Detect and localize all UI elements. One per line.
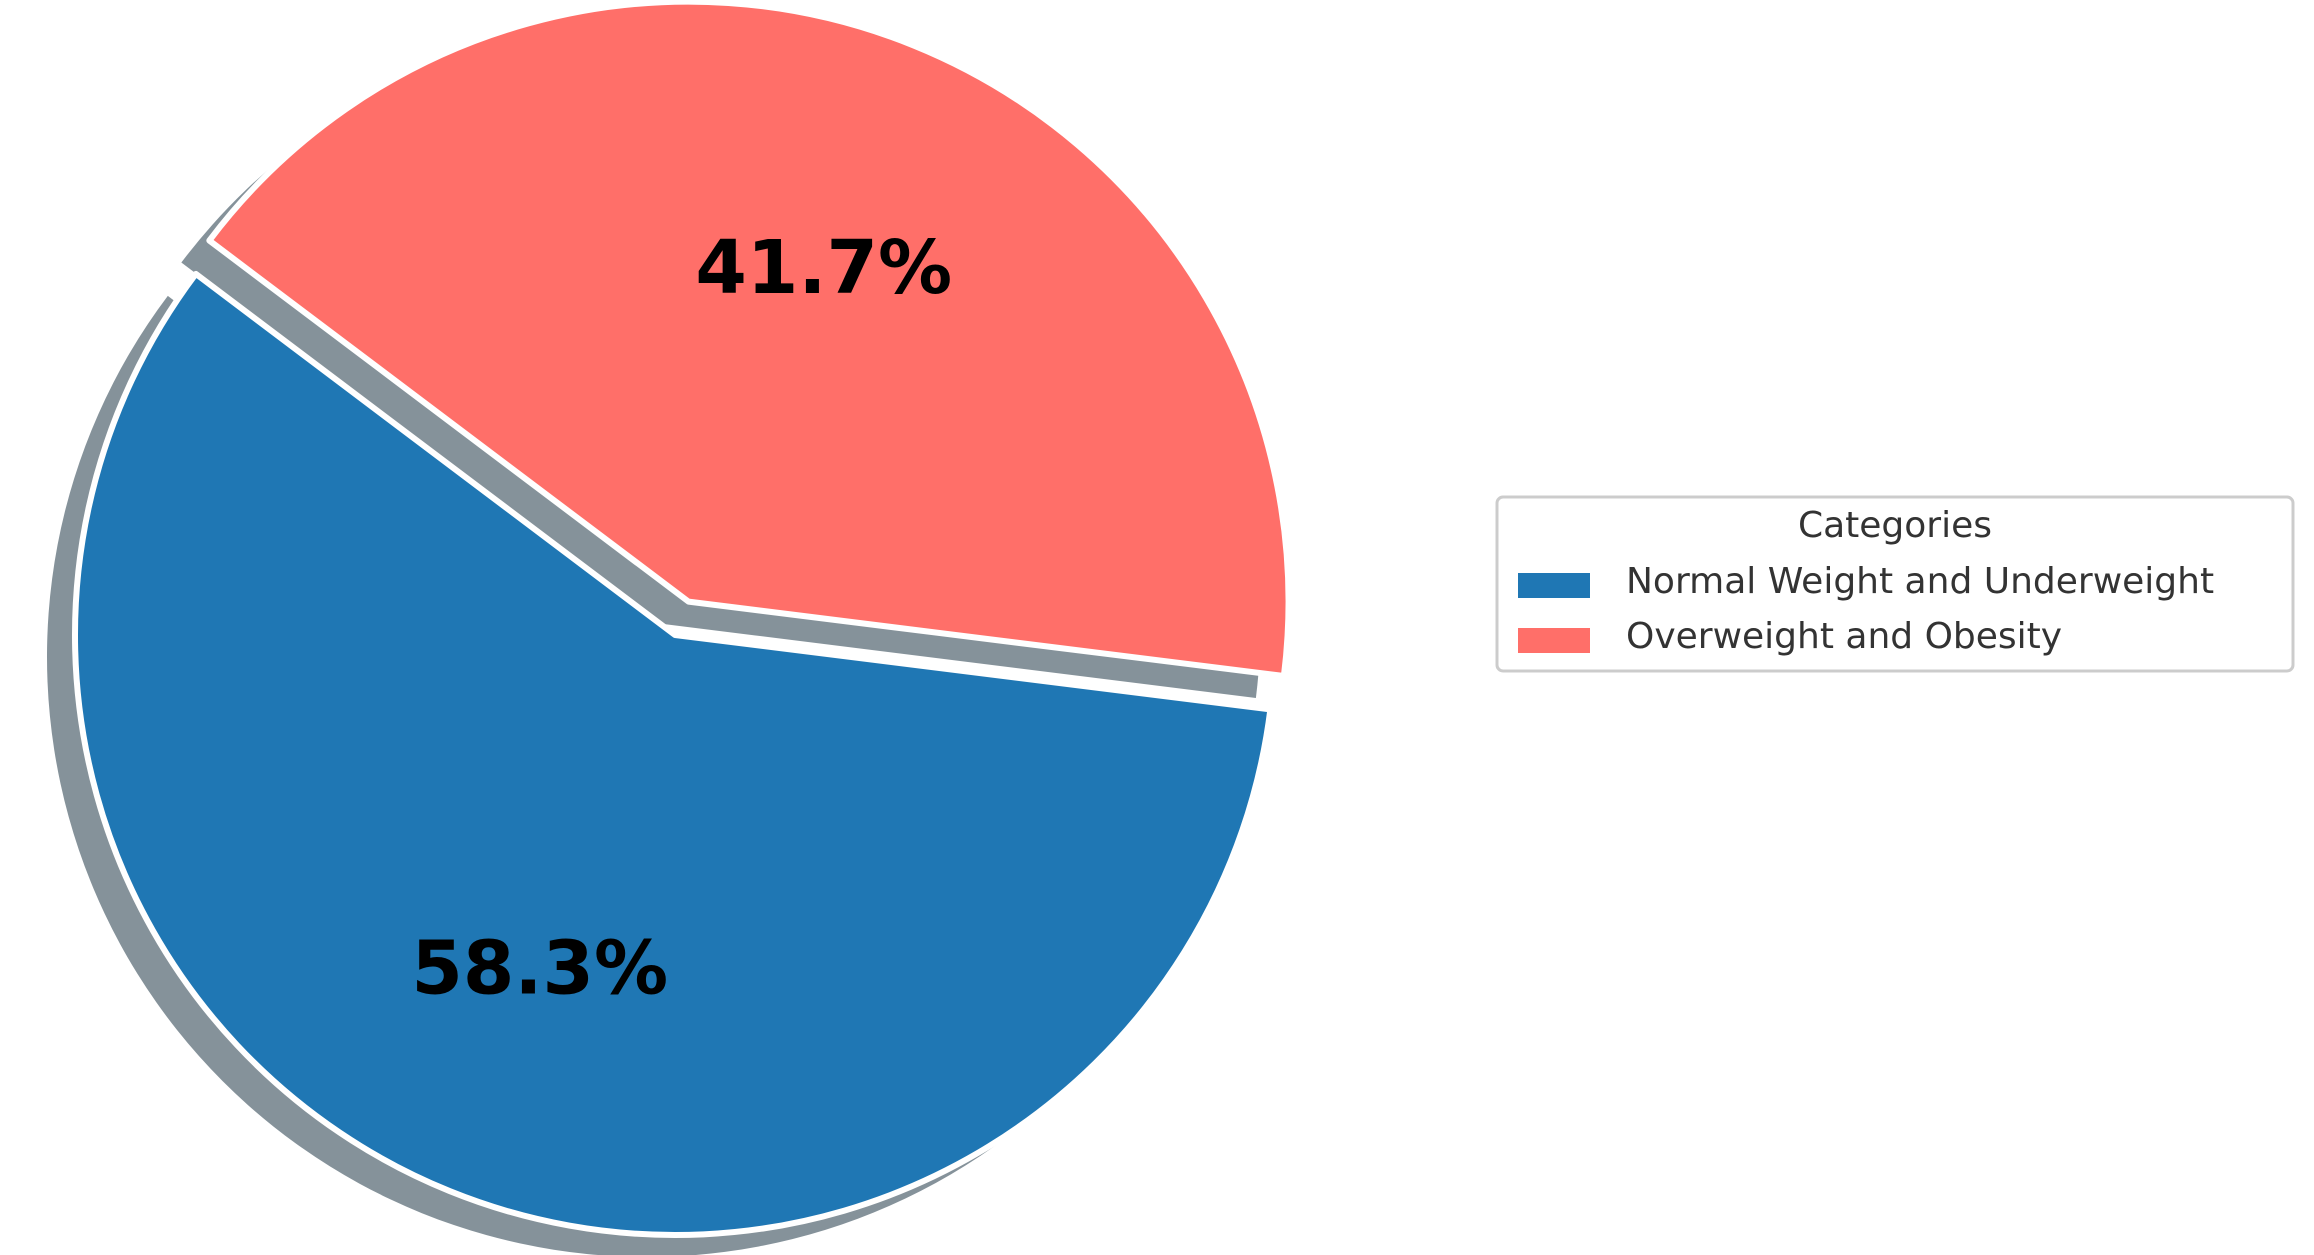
pie-slice-normal-weight-and-underweight [71,270,1274,1238]
legend: Categories Normal Weight and Underweight… [1495,495,2295,673]
legend-swatch-overweight [1518,628,1590,653]
pie-slice-layer [71,0,1292,1238]
pie-slice-overweight-and-obesity [206,0,1292,680]
legend-label-overweight: Overweight and Obesity [1626,616,2062,657]
legend-label-normal: Normal Weight and Underweight [1626,561,2214,602]
legend-swatch-normal [1518,573,1590,598]
legend-frame [1495,495,2295,673]
pie-label-layer: 58.3% 41.7% [411,225,952,1012]
pie-label-overweight-and-obesity: 41.7% [695,225,952,311]
pie-label-normal-weight-and-underweight: 58.3% [411,926,668,1012]
legend-title: Categories [1798,505,1992,546]
